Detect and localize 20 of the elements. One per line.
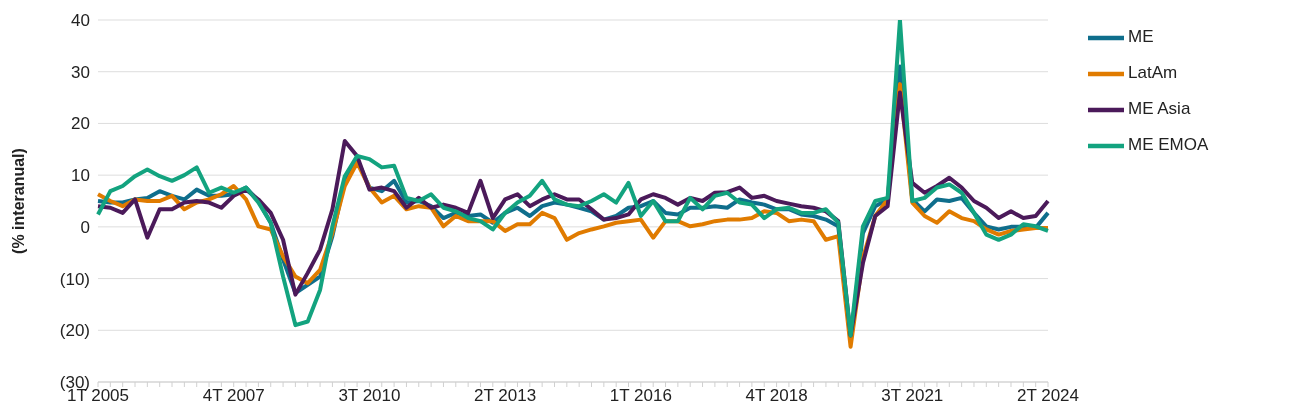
y-tick-label: 20 [71,114,90,134]
x-tick-label: 2T 2013 [474,386,537,406]
y-tick-label: 10 [71,166,90,186]
x-tick-label: 3T 2021 [881,386,944,406]
legend-label: ME Asia [1128,99,1191,119]
y-tick-label: (10) [59,269,90,289]
y-tick-label: 30 [71,62,90,82]
y-tick-label: (20) [59,321,90,341]
y-tick-label: 0 [80,217,90,237]
x-tick-label: 4T 2007 [202,386,265,406]
y-tick-label: 40 [71,11,90,31]
legend-label: LatAm [1128,63,1178,83]
legend-label: ME EMOA [1128,135,1209,155]
y-axis-title: (% interanual) [9,148,27,254]
x-tick-label: 2T 2024 [1016,386,1080,406]
legend-label: ME [1128,27,1154,47]
x-tick-label: 1T 2016 [609,386,672,406]
x-tick-label: 4T 2018 [745,386,808,406]
x-tick-label: 3T 2010 [338,386,401,406]
line-series [96,20,1050,338]
